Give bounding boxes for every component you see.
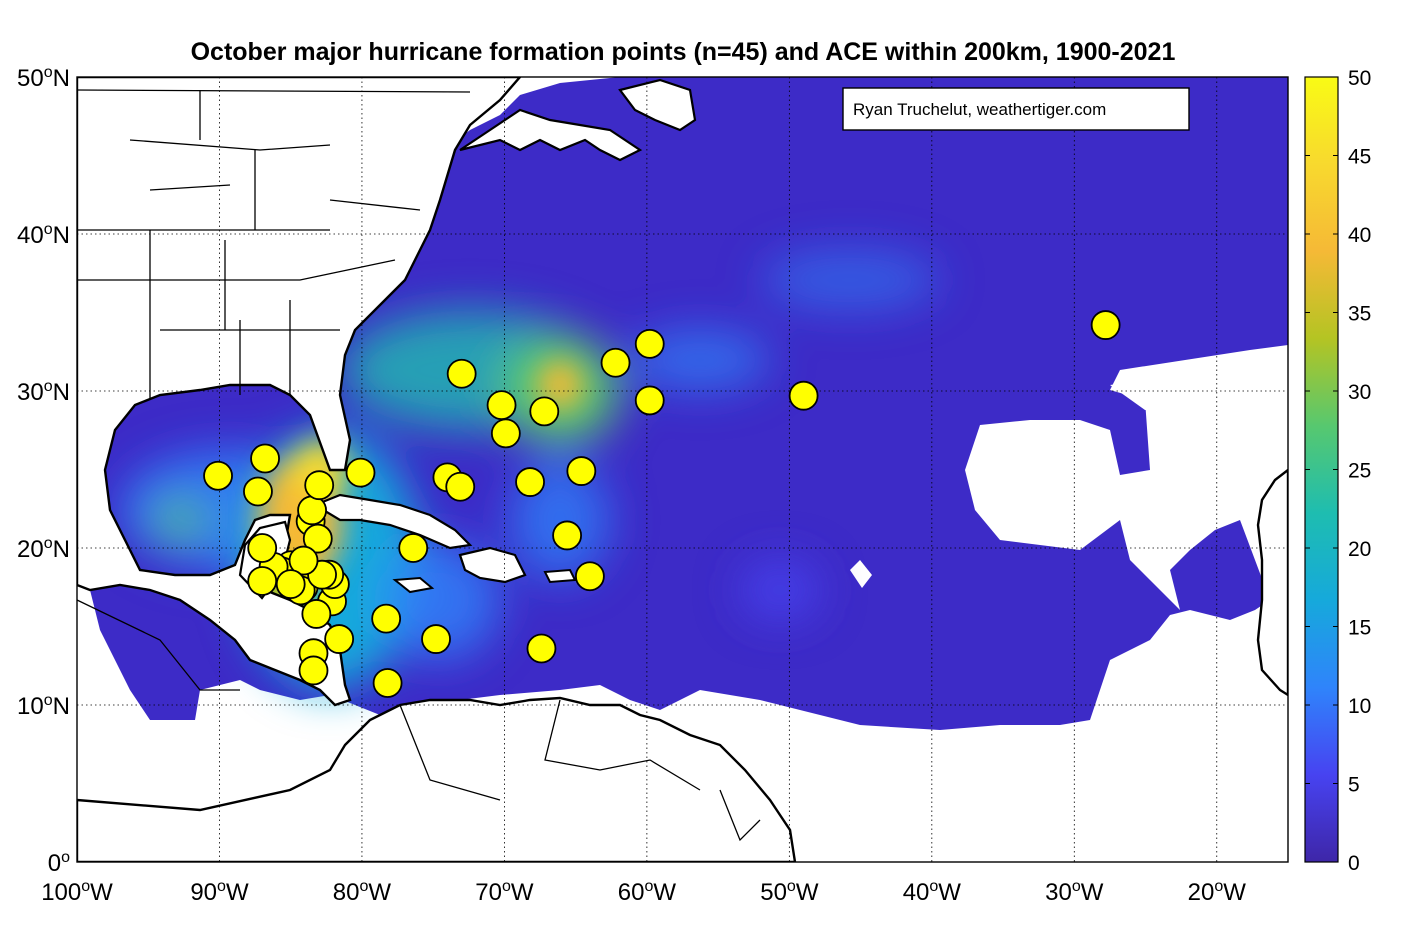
formation-point bbox=[421, 624, 451, 654]
plot-frame bbox=[76, 76, 1289, 863]
land-hispaniola bbox=[458, 546, 527, 584]
formation-point bbox=[634, 328, 665, 359]
formation-point bbox=[446, 358, 477, 389]
formation-point bbox=[275, 569, 306, 600]
formation-point bbox=[566, 456, 597, 486]
formation-point bbox=[345, 457, 376, 488]
formation-point bbox=[372, 668, 403, 698]
formation-point bbox=[486, 390, 517, 421]
credit-box: Ryan Truchelut, weathertiger.com bbox=[842, 87, 1190, 131]
formation-point bbox=[324, 624, 355, 654]
tick-label: 20oN bbox=[17, 535, 70, 563]
chart-title: October major hurricane formation points… bbox=[191, 38, 1176, 66]
y-tick-labels: 0o 10oN 20oN 30oN 40oN 50oN bbox=[17, 64, 70, 877]
formation-point bbox=[788, 380, 819, 411]
colorbar-gradient bbox=[1304, 76, 1339, 863]
formation-point bbox=[247, 566, 278, 596]
land-puerto-rico bbox=[543, 568, 577, 584]
formation-point bbox=[250, 443, 280, 474]
colorbar-tick-label: 0 bbox=[1348, 852, 1360, 875]
formation-point bbox=[298, 655, 329, 686]
land-jamaica bbox=[392, 576, 435, 594]
colorbar-tick-label: 45 bbox=[1348, 146, 1371, 169]
tick-label: 30oN bbox=[17, 378, 70, 406]
x-tick-labels: 100oW 90oW 80oW 70oW 60oW 50oW 40oW 30oW 20oW bbox=[41, 878, 1246, 906]
colorbar-tick-label: 50 bbox=[1348, 67, 1371, 90]
credit-text: Ryan Truchelut, weathertiger.com bbox=[853, 100, 1106, 119]
formation-point bbox=[445, 471, 476, 502]
colorbar-tick-label: 40 bbox=[1348, 224, 1371, 247]
colorbar-ticks: 0 5 10 15 20 25 30 35 40 45 50 bbox=[1305, 67, 1371, 875]
colorbar-tick-label: 35 bbox=[1348, 303, 1371, 326]
tick-label: 80oW bbox=[333, 878, 392, 906]
formation-point bbox=[371, 603, 402, 634]
colorbar-tick-label: 20 bbox=[1348, 538, 1371, 561]
land-south-america bbox=[77, 696, 797, 862]
colorbar: 0 5 10 15 20 25 30 35 40 45 50 bbox=[1304, 67, 1371, 875]
formation-point bbox=[515, 467, 545, 497]
tick-label: 40oW bbox=[903, 878, 962, 906]
formation-point bbox=[288, 545, 319, 576]
formation-point bbox=[574, 561, 605, 592]
formation-point bbox=[529, 396, 560, 427]
land-newfoundland bbox=[618, 78, 697, 132]
map-plot-area bbox=[77, 77, 1288, 862]
formation-point bbox=[297, 495, 327, 526]
tick-label: 30oW bbox=[1045, 878, 1104, 906]
tick-label: 40oN bbox=[17, 221, 70, 249]
formation-point bbox=[600, 347, 631, 378]
formation-point bbox=[634, 385, 665, 416]
ace-field-hole bbox=[850, 560, 872, 588]
formation-point bbox=[301, 599, 332, 629]
tick-label: 0o bbox=[48, 849, 70, 877]
tick-label: 20oW bbox=[1188, 878, 1247, 906]
formation-points bbox=[203, 310, 1121, 698]
tick-label: 60oW bbox=[618, 878, 677, 906]
colorbar-tick-label: 15 bbox=[1348, 617, 1371, 640]
tick-label: 70oW bbox=[475, 878, 534, 906]
tick-label: 50oN bbox=[17, 64, 70, 92]
formation-point bbox=[247, 533, 278, 563]
formation-point bbox=[552, 520, 582, 551]
formation-point bbox=[490, 418, 521, 449]
formation-point bbox=[398, 533, 429, 563]
tick-label: 50oW bbox=[760, 878, 819, 906]
formation-point bbox=[526, 633, 557, 664]
colorbar-tick-label: 30 bbox=[1348, 381, 1371, 404]
formation-point bbox=[243, 476, 273, 507]
formation-point bbox=[302, 523, 333, 554]
grid-lines bbox=[77, 77, 1288, 862]
formation-point bbox=[203, 460, 233, 491]
colorbar-tick-label: 5 bbox=[1348, 774, 1360, 797]
land-africa bbox=[1256, 468, 1288, 697]
formation-point bbox=[1090, 310, 1121, 340]
colorbar-tick-label: 25 bbox=[1348, 460, 1371, 483]
land-cuba bbox=[312, 493, 473, 550]
tick-label: 90oW bbox=[190, 878, 249, 906]
tick-label: 100oW bbox=[41, 878, 113, 906]
colorbar-tick-label: 10 bbox=[1348, 695, 1371, 718]
land-azores-iberia-hint bbox=[1110, 380, 1180, 415]
formation-point bbox=[304, 470, 335, 501]
political-boundaries bbox=[77, 89, 761, 842]
land-canada-maritimes bbox=[459, 108, 643, 162]
tick-label: 10oN bbox=[17, 692, 70, 720]
